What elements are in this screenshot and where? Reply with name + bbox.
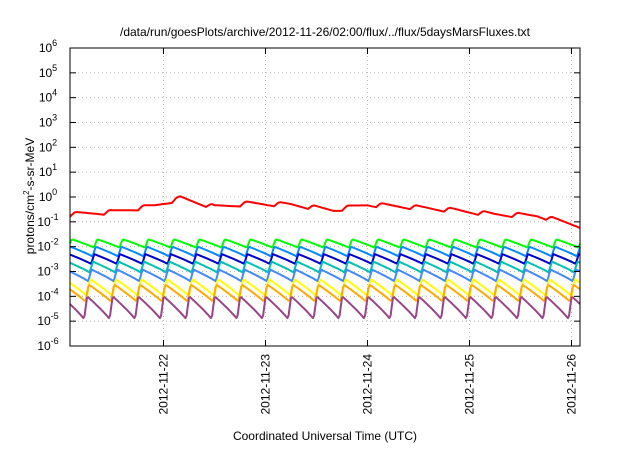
y-tick-label: 10-5 — [37, 311, 58, 328]
y-tick-label: 10-1 — [37, 212, 58, 229]
x-tick-label: 2012-11-26 — [565, 354, 579, 415]
svg-text:protons/cm2-s-sr-MeV: protons/cm2-s-sr-MeV — [22, 138, 37, 254]
y-tick-label: 103 — [39, 113, 57, 130]
y-tick-label: 105 — [39, 63, 57, 80]
series-layer — [69, 195, 581, 320]
series-line-6 — [69, 278, 581, 298]
series-line-8 — [69, 296, 581, 320]
y-tick-label: 10-2 — [37, 237, 58, 254]
series-line-5 — [69, 268, 581, 283]
axis-layer: 10-6 10-5 10-4 10-3 10-2 10-1 100 101 102 103 104 1… — [37, 38, 580, 415]
chart-title: /data/run/goesPlots/archive/2012-11-26/0… — [120, 25, 531, 39]
y-tick-label: 104 — [39, 88, 57, 105]
y-tick-label: 100 — [39, 187, 57, 204]
y-tick-label: 10-3 — [37, 262, 58, 279]
series-line-3 — [69, 253, 581, 265]
y-tick-label: 102 — [39, 137, 57, 154]
y-tick-label: 10-6 — [37, 336, 58, 353]
y-axis-label: protons/cm2-s-sr-MeV — [22, 138, 37, 254]
x-tick-label: 2012-11-22 — [157, 354, 171, 415]
series-line-0 — [69, 195, 581, 229]
x-tick-label: 2012-11-23 — [259, 354, 273, 415]
series-line-7 — [69, 284, 581, 302]
x-tick-label: 2012-11-25 — [463, 354, 477, 415]
series-line-1 — [69, 238, 581, 249]
grid-layer — [70, 48, 580, 346]
y-tick-label: 10-4 — [37, 286, 58, 303]
series-line-2 — [69, 246, 581, 258]
y-tick-label: 101 — [39, 162, 57, 179]
y-tick-label: 106 — [39, 38, 57, 55]
x-axis-label: Coordinated Universal Time (UTC) — [233, 429, 417, 443]
x-tick-label: 2012-11-24 — [361, 354, 375, 415]
series-line-4 — [69, 260, 581, 274]
plot-frame — [69, 47, 581, 347]
